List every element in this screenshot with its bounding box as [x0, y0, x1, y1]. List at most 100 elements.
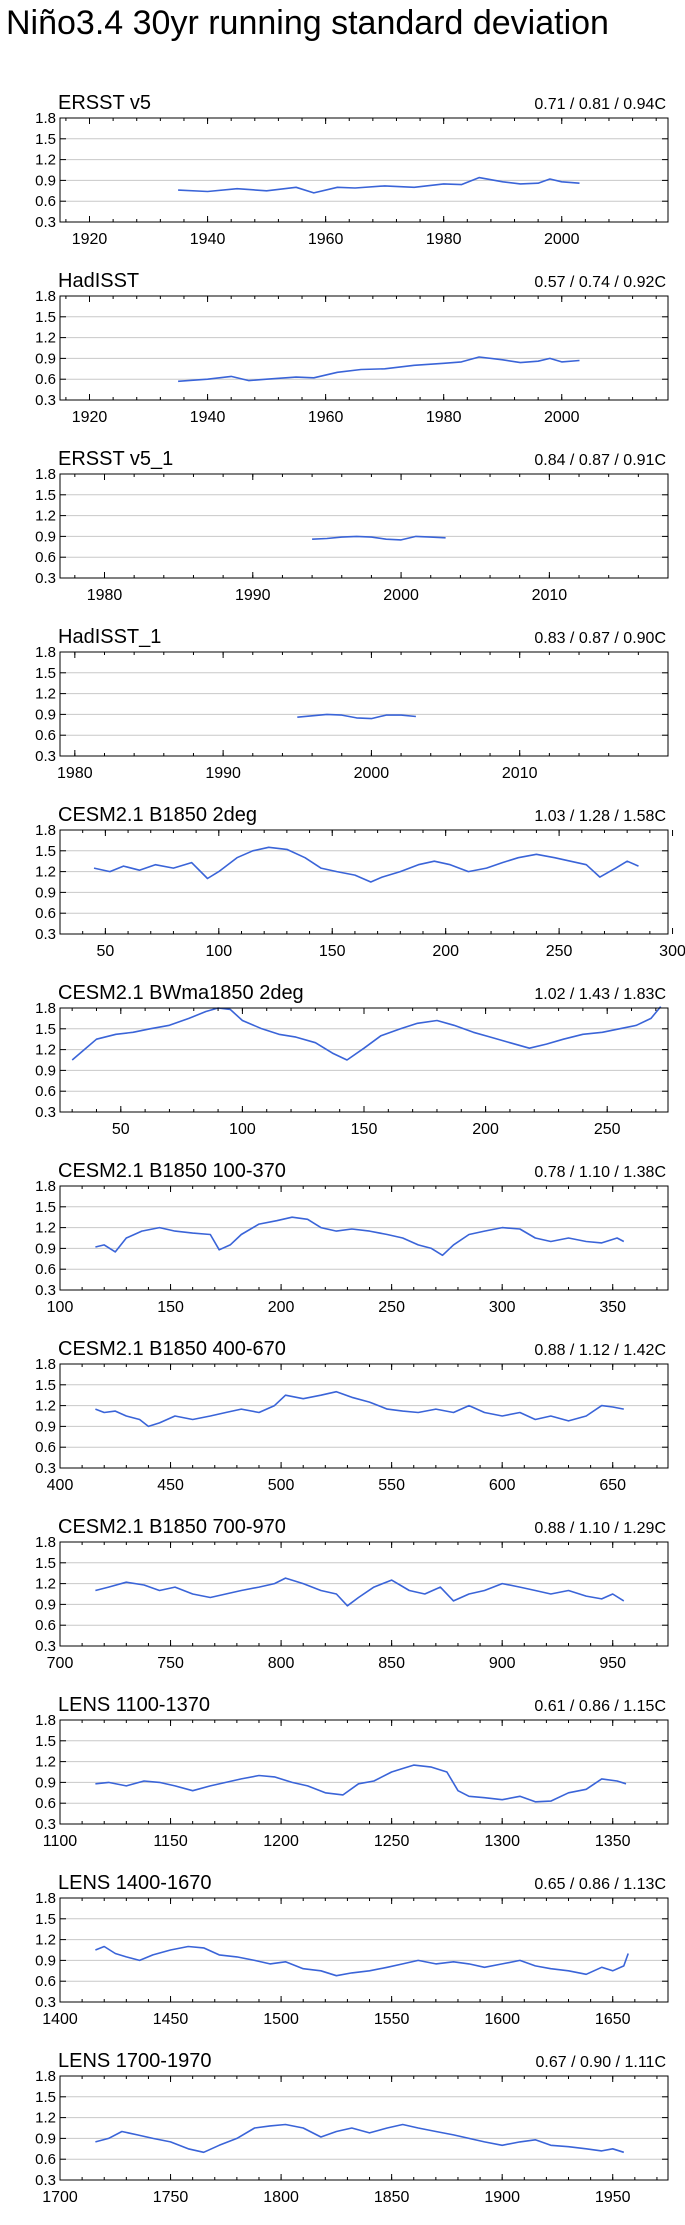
x-tick-label: 1600 [484, 2011, 520, 2028]
x-tick-label: 2000 [383, 587, 419, 604]
panel-title: CESM2.1 B1850 2deg [58, 804, 257, 826]
panel-title: HadISST_1 [58, 626, 161, 648]
y-tick-label: 1.2 [35, 152, 56, 169]
series-line [95, 1390, 624, 1428]
x-tick-label: 1980 [57, 765, 93, 782]
x-tick-label: 1800 [263, 2189, 299, 2206]
x-tick-label: 1450 [153, 2011, 189, 2028]
x-tick-label: 200 [268, 1299, 295, 1316]
x-tick-label: 1650 [595, 2011, 631, 2028]
x-tick-label: 2000 [354, 765, 390, 782]
plot-frame [59, 1541, 669, 1647]
y-tick-label: 1.5 [35, 309, 56, 326]
x-tick-label: 1900 [484, 2189, 520, 2206]
x-tick-label: 1550 [374, 2011, 410, 2028]
y-tick-label: 1.2 [35, 686, 56, 703]
y-tick-label: 0.6 [35, 905, 56, 922]
y-tick-label: 1.2 [35, 508, 56, 525]
x-tick-label: 150 [351, 1121, 378, 1138]
x-tick-label: 250 [594, 1121, 621, 1138]
x-tick-label: 1150 [153, 1833, 188, 1850]
series-line [95, 2123, 625, 2154]
panel-title: LENS 1100-1370 [58, 1694, 210, 1716]
panel-stats: 1.03 / 1.28 / 1.58C [534, 808, 666, 825]
panel-10: LENS 1100-1370 0.61 / 0.86 / 1.15C 0.3 0.6 0… [35, 1694, 669, 1850]
panel-stats: 0.88 / 1.12 / 1.42C [534, 1342, 666, 1359]
x-tick-label: 1350 [595, 1833, 631, 1850]
series-line [95, 1216, 625, 1257]
y-tick-label: 1.2 [35, 1932, 56, 1949]
x-tick-label: 2010 [502, 765, 538, 782]
x-tick-label: 100 [205, 943, 232, 960]
y-tick-label: 1.2 [35, 864, 56, 881]
panel-1: ERSST v5 0.71 / 0.81 / 0.94C 0.3 0.6 0.9 1.2 1… [35, 92, 669, 248]
x-tick-label: 300 [659, 943, 685, 960]
x-tick-label: 600 [489, 1477, 516, 1494]
plot-frame [59, 2075, 669, 2181]
plot-frame [59, 295, 669, 401]
y-tick-label: 1.8 [35, 1534, 56, 1551]
y-tick-label: 1.8 [35, 1890, 56, 1907]
y-tick-label: 0.6 [35, 371, 56, 388]
x-tick-label: 550 [378, 1477, 405, 1494]
panel-title: ERSST v5_1 [58, 448, 173, 470]
y-tick-label: 0.9 [35, 706, 56, 723]
y-tick-label: 1.8 [35, 466, 56, 483]
y-tick-label: 0.6 [35, 549, 56, 566]
y-tick-label: 1.2 [35, 1220, 56, 1237]
x-tick-label: 2000 [544, 231, 580, 248]
y-tick-label: 1.8 [35, 288, 56, 305]
series-line [178, 176, 580, 194]
y-tick-label: 1.8 [35, 644, 56, 661]
y-tick-label: 1.5 [35, 843, 56, 860]
y-tick-label: 0.6 [35, 1439, 56, 1456]
panel-6: CESM2.1 BWma1850 2deg 1.02 / 1.43 / 1.83C… [35, 982, 669, 1138]
y-tick-label: 1.2 [35, 330, 56, 347]
panel-8: CESM2.1 B1850 400-670 0.88 / 1.12 / 1.42C… [35, 1338, 669, 1494]
y-tick-label: 0.9 [35, 884, 56, 901]
y-tick-label: 1.5 [35, 1377, 56, 1394]
y-tick-label: 1.5 [35, 1199, 56, 1216]
panel-stats: 0.83 / 0.87 / 0.90C [534, 630, 666, 647]
panel-4: HadISST_1 0.83 / 0.87 / 0.90C 0.3 0.6 0.9 1.2… [35, 626, 669, 782]
series-line [95, 1577, 625, 1607]
y-tick-label: 0.9 [35, 1418, 56, 1435]
plot-frame [59, 1363, 669, 1469]
y-tick-label: 0.6 [35, 2151, 56, 2168]
panel-title: LENS 1400-1670 [58, 1872, 211, 1894]
x-tick-label: 1200 [263, 1833, 299, 1850]
x-tick-label: 250 [378, 1299, 405, 1316]
x-tick-label: 2000 [544, 409, 580, 426]
panel-stats: 0.61 / 0.86 / 1.15C [534, 1698, 666, 1715]
y-tick-label: 1.5 [35, 665, 56, 682]
x-tick-label: 1990 [205, 765, 241, 782]
y-tick-label: 1.5 [35, 131, 56, 148]
x-tick-label: 1250 [374, 1833, 410, 1850]
x-tick-label: 1400 [42, 2011, 78, 2028]
series-line [178, 356, 580, 383]
y-tick-label: 0.9 [35, 1596, 56, 1613]
y-tick-label: 1.8 [35, 1356, 56, 1373]
x-tick-label: 1990 [235, 587, 271, 604]
y-tick-label: 1.8 [35, 1000, 56, 1017]
y-tick-label: 0.6 [35, 1617, 56, 1634]
plot-frame [59, 473, 669, 579]
panel-title: ERSST v5 [58, 92, 151, 114]
plot-frame [59, 829, 669, 935]
panel-stats: 0.71 / 0.81 / 0.94C [534, 96, 666, 113]
y-tick-label: 0.3 [35, 1816, 56, 1833]
panel-stats: 0.78 / 1.10 / 1.38C [534, 1164, 666, 1181]
panel-title: LENS 1700-1970 [58, 2050, 211, 2072]
y-tick-label: 1.2 [35, 1576, 56, 1593]
y-tick-label: 0.3 [35, 748, 56, 765]
y-tick-label: 0.9 [35, 2130, 56, 2147]
y-tick-label: 0.3 [35, 570, 56, 587]
x-tick-label: 1940 [190, 409, 226, 426]
x-tick-label: 150 [319, 943, 346, 960]
x-tick-label: 850 [378, 1655, 405, 1672]
x-tick-label: 1920 [72, 409, 108, 426]
x-tick-label: 1850 [374, 2189, 410, 2206]
x-tick-label: 200 [432, 943, 459, 960]
